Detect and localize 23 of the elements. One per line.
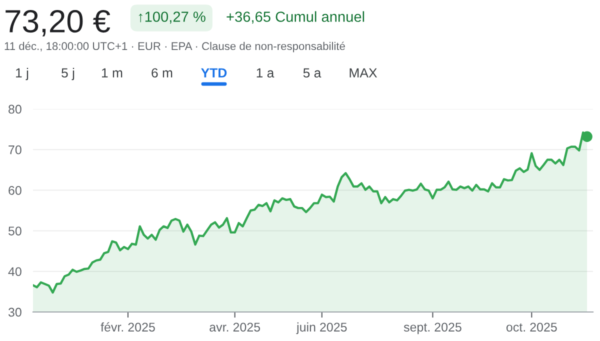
text: 1 m xyxy=(102,68,122,78)
text: 1 j xyxy=(16,68,28,80)
y-tick-label: 80 xyxy=(8,104,22,114)
text: ↑100,27 % xyxy=(138,12,206,24)
y-tick-label: 60 xyxy=(8,186,22,195)
x-tick-label: oct. 2025 xyxy=(506,322,557,332)
x-tick-label: avr. 2025 xyxy=(210,322,260,332)
text: YTD xyxy=(201,68,227,78)
x-tick-label: févr. 2025 xyxy=(100,322,155,332)
text: 6 m xyxy=(152,68,172,78)
text: 1 a xyxy=(256,68,274,78)
y-tick-label: 40 xyxy=(8,267,22,276)
y-tick-label: 70 xyxy=(8,145,22,154)
chart-title: 73,20 € xyxy=(6,10,110,36)
x-tick-label: juin 2025 xyxy=(296,322,347,334)
text: MAX xyxy=(350,68,378,78)
x-tick-label: sept. 2025 xyxy=(404,322,462,334)
text: 5 j xyxy=(62,68,74,80)
y-tick-label: 30 xyxy=(8,308,22,317)
text: 5 a xyxy=(303,68,322,78)
text: +36,65 Cumul annuel xyxy=(226,11,364,24)
chart-subtitle: 11 déc., 18:00:00 UTC+1 · EUR · EPA · Clause de non-responsabilité xyxy=(4,42,345,52)
y-tick-label: 50 xyxy=(8,226,22,236)
